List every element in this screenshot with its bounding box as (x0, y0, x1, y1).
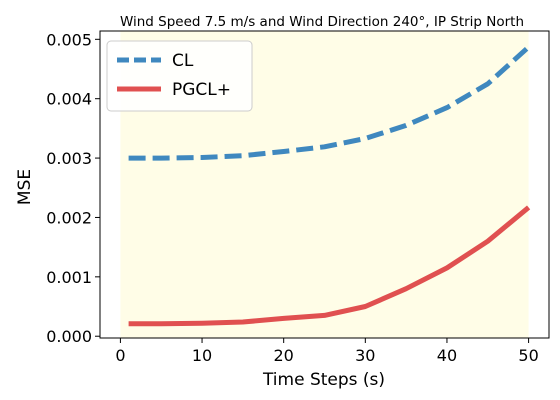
axes-frame (99, 30, 550, 339)
series-layer (128, 45, 531, 327)
y-axis-label: MSE (15, 169, 35, 205)
x-tick-label: 50 (518, 346, 538, 365)
x-tick-label: 40 (437, 346, 457, 365)
series-line-pgcl (128, 205, 531, 327)
x-tick-label: 0 (115, 346, 125, 365)
chart-title: Wind Speed 7.5 m/s and Wind Direction 24… (120, 14, 524, 30)
series-line-cl (128, 45, 531, 161)
legend-label-pgcl: PGCL+ (172, 80, 231, 100)
y-tick-label: 0.000 (46, 327, 92, 346)
x-tick-label: 20 (274, 346, 294, 365)
x-tick-label: 10 (192, 346, 212, 365)
y-tick-label: 0.002 (46, 208, 92, 227)
x-axis-label: Time Steps (s) (262, 370, 385, 390)
y-tick-label: 0.001 (46, 268, 92, 287)
x-tick-label: 30 (355, 346, 375, 365)
legend-label-cl: CL (172, 51, 194, 71)
x-axis-ticks: 0 10 20 30 40 50 (115, 338, 539, 365)
y-tick-label: 0.003 (46, 149, 92, 168)
y-tick-label: 0.005 (46, 30, 92, 49)
y-axis-ticks: 0.000 0.001 0.002 0.003 0.004 0.005 (46, 30, 100, 346)
y-tick-label: 0.004 (46, 90, 92, 109)
legend: CL PGCL+ (106, 40, 253, 112)
